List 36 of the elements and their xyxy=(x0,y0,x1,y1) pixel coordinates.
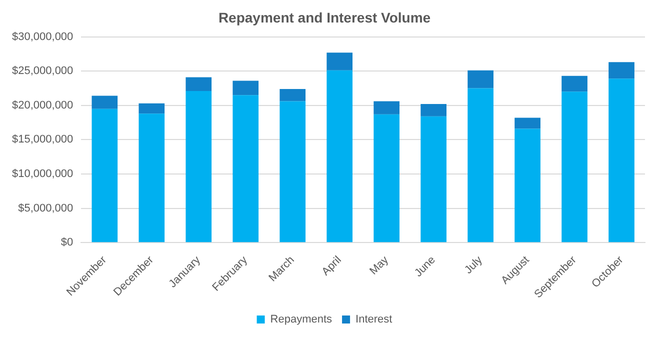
bar xyxy=(468,88,494,242)
bar xyxy=(562,92,588,242)
y-tick-label: $0 xyxy=(60,236,74,249)
bar xyxy=(280,88,306,102)
bar xyxy=(420,104,446,116)
y-tick-label: $15,000,000 xyxy=(12,134,74,146)
bar xyxy=(232,80,259,96)
bar xyxy=(186,77,212,91)
bar xyxy=(326,52,353,70)
bar xyxy=(280,101,306,242)
y-tick-label: $20,000,000 xyxy=(12,99,74,112)
bar xyxy=(138,114,165,242)
x-tick-label: July xyxy=(462,254,486,276)
chart-title: Repayment and Interest Volume xyxy=(218,9,431,26)
bar xyxy=(514,128,540,242)
bar xyxy=(608,62,634,79)
bar xyxy=(186,91,212,242)
bar xyxy=(420,116,446,242)
y-tick-label: $5,000,000 xyxy=(18,202,74,214)
bar xyxy=(326,70,353,242)
bar xyxy=(608,78,634,242)
bar xyxy=(374,114,400,242)
y-tick-label: $30,000,000 xyxy=(12,30,74,43)
bar xyxy=(374,101,400,114)
y-tick-label: $10,000,000 xyxy=(12,168,74,180)
bar xyxy=(92,108,118,242)
bar xyxy=(92,96,118,109)
bar xyxy=(468,70,494,88)
legend-label: Repayments xyxy=(270,314,333,326)
bar xyxy=(232,95,259,242)
legend-label: Interest xyxy=(356,314,392,326)
bar xyxy=(514,118,540,129)
bar xyxy=(562,76,588,92)
bar xyxy=(138,103,165,114)
y-tick-label: $25,000,000 xyxy=(12,65,74,78)
x-tick-label: May xyxy=(368,254,392,278)
